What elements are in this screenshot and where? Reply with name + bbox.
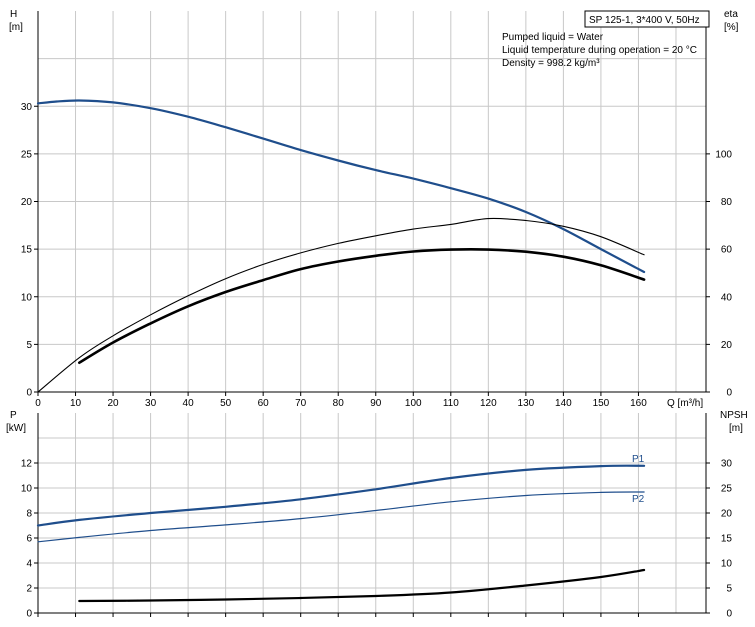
- top-tick-labels: 0 5 10 15 20 25 30 0 20 40 60 80 100 0 10 20 30 40 50 60 70 8…: [21, 102, 733, 409]
- right-tick-label: 20: [721, 509, 733, 520]
- power-axis-unit: [kW]: [6, 423, 26, 434]
- info-density: Density = 998.2 kg/m³: [502, 58, 600, 69]
- right-tick-label: 0: [726, 388, 732, 399]
- left-tick-label: 30: [21, 102, 33, 113]
- x-tick-label: 70: [295, 398, 307, 409]
- eta-hydraulic-curve: [37, 217, 645, 393]
- left-tick-label: 8: [26, 509, 32, 520]
- left-tick-label: 10: [21, 292, 33, 303]
- chart-title-box: [584, 10, 710, 28]
- left-tick-label: 20: [21, 197, 33, 208]
- left-tick-label: 15: [21, 245, 33, 256]
- eta-axis-label: eta: [724, 9, 738, 20]
- x-tick-label: 160: [630, 398, 647, 409]
- left-tick-label: 5: [26, 340, 32, 351]
- left-tick-label: 12: [21, 459, 33, 470]
- x-tick-label: 0: [35, 398, 41, 409]
- power-npsh-panel: 0 2 4 6 8 10 12 0 5 10 15 20 25 30 P [kW] NPSH [m] P1…: [6, 410, 748, 620]
- right-tick-label: 5: [726, 584, 732, 595]
- left-tick-label: 10: [21, 484, 33, 495]
- x-tick-label: 90: [370, 398, 382, 409]
- p2-series-label: P2: [632, 494, 645, 505]
- bottom-series: [36, 464, 646, 603]
- right-tick-label: 25: [721, 484, 733, 495]
- npsh-curve: [78, 568, 646, 603]
- npsh-axis-unit: [m]: [729, 423, 743, 434]
- x-tick-label: 130: [518, 398, 535, 409]
- top-axes: [34, 11, 710, 396]
- right-tick-label: 80: [721, 197, 733, 208]
- x-tick-label: 60: [258, 398, 270, 409]
- head-axis-label: H: [10, 9, 17, 20]
- right-tick-label: 60: [721, 245, 733, 256]
- p1-curve: [36, 464, 646, 527]
- left-tick-label: 25: [21, 149, 33, 160]
- npsh-axis-label: NPSH: [720, 410, 748, 421]
- power-axis-label: P: [10, 410, 17, 421]
- right-tick-label: 40: [721, 292, 733, 303]
- right-tick-label: 10: [721, 559, 733, 570]
- head-axis-unit: [m]: [9, 22, 23, 33]
- head-curve: [36, 99, 646, 274]
- p1-series-label: P1: [632, 454, 645, 465]
- left-tick-label: 2: [26, 584, 32, 595]
- left-tick-label: 0: [26, 388, 32, 399]
- p2-curve: [37, 491, 645, 543]
- right-tick-label: 15: [721, 534, 733, 545]
- bottom-tick-labels: 0 2 4 6 8 10 12 0 5 10 15 20 25 30: [21, 459, 733, 620]
- bottom-axes: [34, 413, 710, 617]
- x-tick-label: 120: [480, 398, 497, 409]
- x-tick-label: 40: [183, 398, 195, 409]
- left-tick-label: 6: [26, 534, 32, 545]
- top-series: [36, 99, 646, 393]
- x-tick-label: 30: [145, 398, 157, 409]
- left-tick-label: 4: [26, 559, 32, 570]
- x-tick-label: 50: [220, 398, 232, 409]
- info-pumped-liquid: Pumped liquid = Water: [502, 32, 604, 43]
- x-tick-label: 20: [107, 398, 119, 409]
- right-tick-label: 100: [715, 149, 732, 160]
- chart-title: SP 125-1, 3*400 V, 50Hz: [589, 15, 700, 26]
- right-tick-label: 20: [721, 340, 733, 351]
- eta-total-curve: [78, 248, 646, 364]
- x-tick-label: 80: [333, 398, 345, 409]
- x-tick-label: 150: [593, 398, 610, 409]
- x-tick-label: 110: [443, 398, 459, 409]
- head-efficiency-panel: 0 5 10 15 20 25 30 0 20 40 60 80 100 0 10 20 30 40 50 60 70 8…: [9, 9, 739, 409]
- eta-axis-unit: [%]: [724, 22, 739, 33]
- right-tick-label: 30: [721, 459, 733, 470]
- left-tick-label: 0: [26, 609, 32, 620]
- bottom-grid: [38, 413, 706, 613]
- info-liquid-temperature: Liquid temperature during operation = 20…: [502, 45, 697, 56]
- x-tick-label: 100: [405, 398, 422, 409]
- top-grid: [38, 11, 706, 392]
- x-tick-label: 10: [70, 398, 82, 409]
- right-tick-label: 0: [726, 609, 732, 620]
- x-tick-label: 140: [555, 398, 572, 409]
- flow-axis-label: Q [m³/h]: [667, 398, 703, 409]
